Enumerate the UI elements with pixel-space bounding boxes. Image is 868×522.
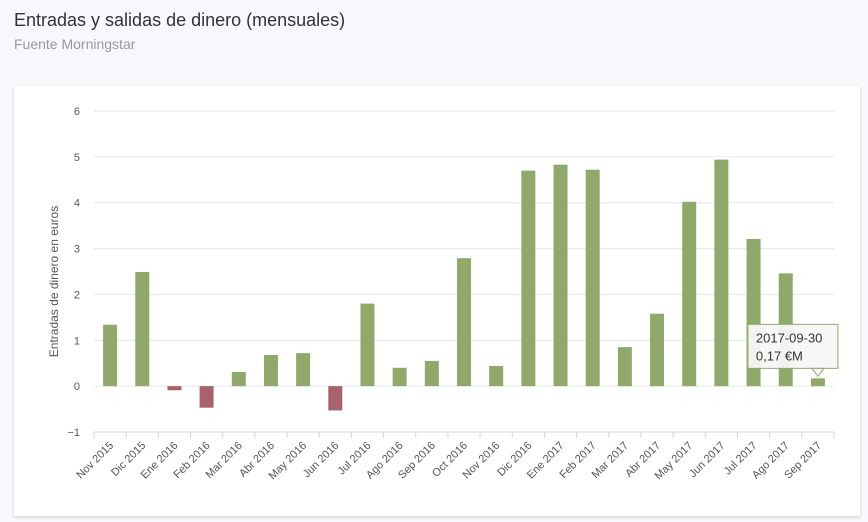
- bar[interactable]: [263, 354, 278, 387]
- bar[interactable]: [521, 170, 536, 387]
- x-tick-label: Nov 2015: [74, 440, 116, 482]
- bar[interactable]: [167, 386, 182, 391]
- tooltip-value: 0,17 €M: [756, 348, 803, 363]
- x-tick-label: Jun 2016: [301, 440, 341, 480]
- y-tick-label: 0: [74, 381, 80, 393]
- y-tick-label: 1: [74, 335, 80, 347]
- bar[interactable]: [457, 258, 471, 387]
- bar-chart: −1 0 1 2 3 4 5 6 Entradas de dinero en euros No…: [47, 106, 839, 482]
- y-tick-label: 4: [74, 198, 80, 210]
- bar[interactable]: [489, 365, 504, 387]
- chart-card: −1 0 1 2 3 4 5 6 Entradas de dinero en euros No…: [14, 86, 860, 516]
- bars: [103, 159, 825, 411]
- x-tick-label: Jun 2017: [687, 440, 727, 480]
- y-tick-label: 6: [74, 106, 80, 118]
- bar[interactable]: [810, 378, 825, 387]
- page-subtitle: Fuente Morningstar: [14, 36, 136, 52]
- page-title: Entradas y salidas de dinero (mensuales): [14, 10, 346, 30]
- bar[interactable]: [424, 360, 439, 387]
- tooltip-arrow: [810, 367, 825, 378]
- bar[interactable]: [392, 367, 407, 387]
- bar[interactable]: [231, 371, 246, 387]
- y-tick-label: 2: [74, 289, 80, 301]
- bar[interactable]: [714, 159, 729, 387]
- bar[interactable]: [682, 201, 697, 387]
- bar[interactable]: [199, 386, 214, 408]
- bar[interactable]: [135, 271, 150, 387]
- y-tick-label: 3: [74, 244, 80, 256]
- tooltip-box: [747, 323, 839, 369]
- bar[interactable]: [585, 169, 600, 387]
- bar[interactable]: [553, 164, 568, 387]
- y-axis-label: Entradas de dinero en euros: [47, 206, 61, 357]
- bar[interactable]: [328, 386, 343, 411]
- y-axis-ticks: −1 0 1 2 3 4 5 6: [67, 106, 80, 439]
- bar[interactable]: [617, 347, 632, 387]
- tooltip: 2017-09-30 0,17 €M: [747, 323, 839, 378]
- bar[interactable]: [103, 324, 118, 387]
- grid-lines: [94, 110, 834, 433]
- y-tick-label: 5: [74, 152, 80, 164]
- y-tick-label: −1: [67, 427, 80, 439]
- bar[interactable]: [360, 303, 375, 387]
- tooltip-date: 2017-09-30: [756, 330, 823, 345]
- bar[interactable]: [650, 313, 665, 387]
- bar[interactable]: [296, 353, 311, 387]
